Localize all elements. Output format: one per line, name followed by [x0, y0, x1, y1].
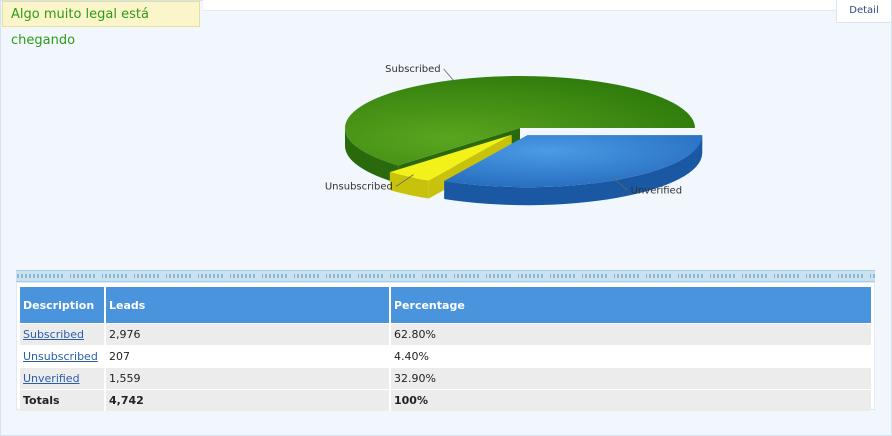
pie-slice-side — [444, 135, 703, 206]
grip-separator — [576, 271, 582, 281]
totals-leads: 4,742 — [106, 389, 391, 411]
percentage-cell: 4.40% — [391, 345, 871, 367]
grip-separator — [800, 271, 806, 281]
unsubscribed-link[interactable]: Unsubscribed — [23, 350, 98, 363]
grip-separator — [64, 271, 70, 281]
grip-separator — [704, 271, 710, 281]
leads-cell: 207 — [106, 345, 391, 367]
grip-separator — [448, 271, 454, 281]
percentage-cell: 62.80% — [391, 323, 871, 345]
table-row: Subscribed 2,976 62.80% — [20, 323, 871, 345]
description-cell: Unverified — [20, 367, 106, 389]
totals-row: Totals 4,742 100% — [20, 389, 871, 411]
pie-slice-top — [389, 134, 512, 181]
grip-separator — [96, 271, 102, 281]
grip-separator — [224, 271, 230, 281]
grip-separator — [416, 271, 422, 281]
pie-slice-side — [345, 128, 399, 184]
leads-cell: 1,559 — [106, 367, 391, 389]
grip-separator — [608, 271, 614, 281]
pie-label-leader — [395, 174, 414, 187]
pie-slice-side — [389, 172, 429, 199]
col-header-percentage: Percentage — [391, 287, 871, 323]
pie-label-subscribed: Subscribed — [385, 64, 440, 75]
grip-dots — [16, 274, 875, 278]
grip-separator — [736, 271, 742, 281]
pie-label-unsubscribed: Unsubscribed — [325, 182, 393, 193]
pie-chart: Subscribed Unsubscribed Unverified — [300, 40, 730, 230]
pie-slice-top — [444, 135, 703, 188]
leads-table-container: Description Leads Percentage Subscribed … — [16, 282, 875, 411]
leads-cell: 2,976 — [106, 323, 391, 345]
grip-separator — [384, 271, 390, 281]
pie-label-leader — [443, 68, 456, 83]
description-cell: Unsubscribed — [20, 345, 106, 367]
table-row: Unverified 1,559 32.90% — [20, 367, 871, 389]
totals-percentage: 100% — [391, 389, 871, 411]
pie-slice-top — [344, 75, 695, 166]
unverified-link[interactable]: Unverified — [23, 372, 80, 385]
grip-separator — [128, 271, 134, 281]
grip-separator — [352, 271, 358, 281]
totals-label: Totals — [20, 389, 106, 411]
grip-separator — [864, 271, 870, 281]
grip-separator — [480, 271, 486, 281]
table-row: Unsubscribed 207 4.40% — [20, 345, 871, 367]
pie-label-unverified: Unverified — [631, 185, 682, 196]
percentage-cell: 32.90% — [391, 367, 871, 389]
col-header-leads: Leads — [106, 287, 391, 323]
grip-separator — [192, 271, 198, 281]
grip-separator — [640, 271, 646, 281]
grip-separator — [672, 271, 678, 281]
col-header-description: Description — [20, 287, 106, 323]
grip-separator — [512, 271, 518, 281]
top-bar — [203, 0, 836, 11]
grip-separator — [160, 271, 166, 281]
grip-separator — [832, 271, 838, 281]
grip-separator — [768, 271, 774, 281]
grip-separator — [288, 271, 294, 281]
grip-separator — [320, 271, 326, 281]
grip-separator — [256, 271, 262, 281]
table-resize-grip[interactable] — [16, 270, 875, 282]
pie-label-leader — [612, 177, 628, 191]
pie-slice-unverified — [444, 135, 703, 206]
page-title: Algo muito legal está chegando — [2, 1, 200, 48]
grip-separator — [544, 271, 550, 281]
description-cell: Subscribed — [20, 323, 106, 345]
detail-tab[interactable]: Detail — [836, 0, 891, 23]
pie-chart-svg: Subscribed Unsubscribed Unverified — [325, 64, 703, 206]
table-header-row: Description Leads Percentage — [20, 287, 871, 323]
subscribed-link[interactable]: Subscribed — [23, 328, 85, 341]
leads-table: Description Leads Percentage Subscribed … — [20, 287, 871, 411]
